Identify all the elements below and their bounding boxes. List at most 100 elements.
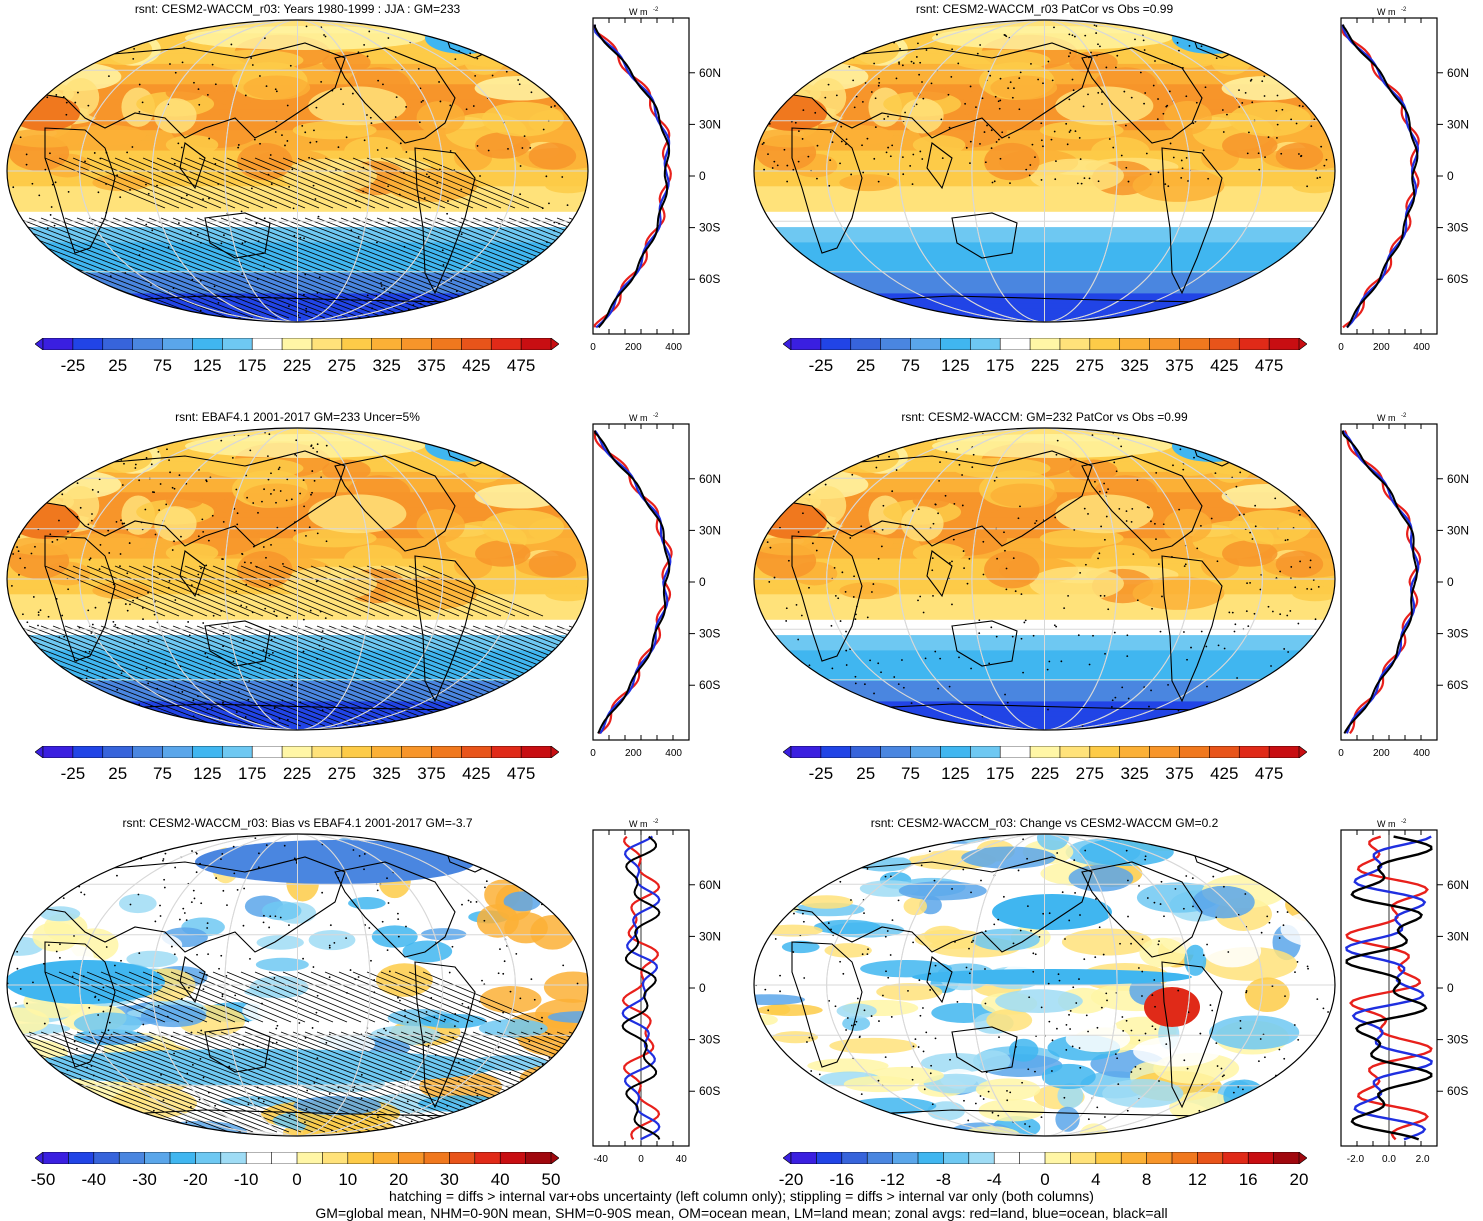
colorbar-labels: -25 25 75 125 175 225 275 325 375 425 475 [783,764,1307,786]
zonal-lat-label: 30S [699,221,720,235]
zonal-mean-plot: W m -2 60N 30N 0 30S 60S 0 200 400 [1338,7,1469,353]
colorbar-swatch [347,1152,374,1164]
panel-title: rsnt: EBAF4.1 2001-2017 GM=233 Uncer=5% [175,410,420,424]
colorbar-tick-label: -40 [81,1170,107,1189]
colorbar-tick-label: 325 [1120,356,1149,375]
zonal-lat-label: 30N [699,523,721,537]
zonal-x-tick-label: 0 [590,342,596,353]
colorbar-swatch [880,746,912,758]
zonal-lat-label: 0 [699,575,706,589]
zonal-x-tick-label: 0 [638,1154,644,1165]
colorbar-tick-label: 75 [901,356,920,375]
colorbar-tick-label: -25 [808,764,834,783]
colorbar-tick-label: -12 [880,1170,905,1189]
colorbar-swatch [1029,338,1061,350]
colorbar-swatch [398,1152,425,1164]
colorbar-tick-label: 20 [389,1170,409,1189]
zonal-lat-label: 30N [1447,929,1469,943]
colorbar-arrow-left [35,338,44,350]
zonal-land-curve [621,835,661,1140]
colorbar-swatch [1222,1152,1249,1164]
panel-title: rsnt: CESM2-WACCM_r03 PatCor vs Obs =0.9… [915,2,1174,16]
colorbar-tick-label: 4 [1091,1170,1101,1189]
zonal-x-tick-label: 0 [1338,342,1344,353]
colorbar-swatch [144,1152,171,1164]
colorbar-tick-label: 10 [338,1170,358,1189]
zonal-lat-label: 30S [1447,1033,1468,1047]
colorbar-swatch [1070,1152,1097,1164]
global-map [753,19,1336,323]
zonal-x-tick-label: -2.0 [1347,1154,1365,1165]
colorbar-tick-label: 225 [1030,356,1060,375]
colorbar-swatch [296,1152,324,1164]
colorbar-swatch [42,338,74,350]
zonal-land-curve [593,24,672,328]
panel-title: rsnt: CESM2-WACCM_r03: Years 1980-1999 :… [134,2,461,16]
graticule [754,20,1335,322]
colorbar-swatch [461,338,492,350]
colorbar-tick-label: -25 [60,356,86,375]
colorbar-tick-label: 275 [327,356,356,375]
zonal-lat-label: 60S [1447,678,1468,692]
panel-title: rsnt: CESM2-WACCM_r03: Change vs CESM2-W… [870,816,1219,830]
zonal-lat-label: 60N [699,66,721,80]
colorbar-swatch [1209,338,1240,350]
zonal-all-curve [593,24,671,329]
colorbar-tick-label: 75 [153,356,172,375]
colorbar-tick-label: 125 [193,356,222,375]
colorbar-tick-label: -10 [233,1170,259,1189]
colorbar-labels: -25 25 75 125 175 225 275 325 375 425 475 [35,764,559,786]
colorbar-swatch [401,746,433,758]
zonal-all-curve [593,430,671,734]
zonal-x-tick-label: 400 [665,748,682,759]
zonal-frame [592,17,690,335]
colorbar-tick-label: -16 [829,1170,855,1189]
colorbar-tick-label: 125 [941,764,970,783]
colorbar-arrow-right [1298,1152,1307,1164]
zonal-unit-label: W m [1377,413,1396,423]
colorbar-tick-label: 25 [856,356,876,375]
colorbar-swatch [850,338,882,350]
colorbar [35,338,559,350]
zonal-lat-label: 0 [1447,981,1454,995]
zonal-mean-plot: W m -2 60N 30N 0 30S 60S 0 200 400 [590,7,721,353]
colorbar-swatch [341,746,373,758]
footer-legend-line-1: hatching = diffs > internal var+obs unce… [389,1188,1094,1204]
colorbar-tick-label: 425 [1210,356,1239,375]
map-field [754,834,1335,1136]
colorbar-swatch [1095,1152,1122,1164]
zonal-mean-plot: W m -2 60N 30N 0 30S 60S -40 0 40 [592,819,721,1165]
colorbar-swatch [1119,338,1151,350]
zonal-mean-plot: W m -2 60N 30N 0 30S 60S 0 200 400 [590,413,721,759]
zonal-x-tick-label: -40 [593,1154,608,1165]
colorbar-labels: -25 25 75 125 175 225 275 325 375 425 475 [35,356,559,378]
colorbar-tick-label: 50 [541,1170,561,1189]
colorbar-arrow-right [550,1152,559,1164]
colorbar [35,1152,559,1164]
zonal-ocean-curve [593,24,671,329]
colorbar-swatch [841,1152,868,1164]
zonal-all-curve [1341,430,1418,734]
colorbar-swatch [195,1152,222,1164]
zonal-ocean-curve [594,429,672,735]
colorbar-swatch [1268,338,1300,350]
colorbar [783,746,1307,758]
colorbar-tick-label: 25 [108,356,128,375]
colorbar-tick-label: 0 [1040,1170,1050,1189]
colorbar-arrow-left [35,1152,44,1164]
colorbar-swatch [969,746,1001,758]
footer-legend-line-2: GM=global mean, NHM=0-90N mean, SHM=0-90… [315,1205,1168,1221]
map-border [6,427,589,731]
colorbar-swatch [431,746,462,758]
zonal-lat-label: 0 [699,981,706,995]
colorbar-arrow-left [783,1152,792,1164]
colorbar-tick-label: 225 [282,764,312,783]
zonal-all-curve [1341,24,1419,328]
colorbar-swatch [311,338,343,350]
colorbar-swatch [251,338,283,350]
zonal-land-curve [1343,430,1422,735]
colorbar-swatch [1247,1152,1275,1164]
map-field [7,834,588,1136]
zonal-lat-label: 60S [699,272,720,286]
colorbar-swatch [490,746,522,758]
